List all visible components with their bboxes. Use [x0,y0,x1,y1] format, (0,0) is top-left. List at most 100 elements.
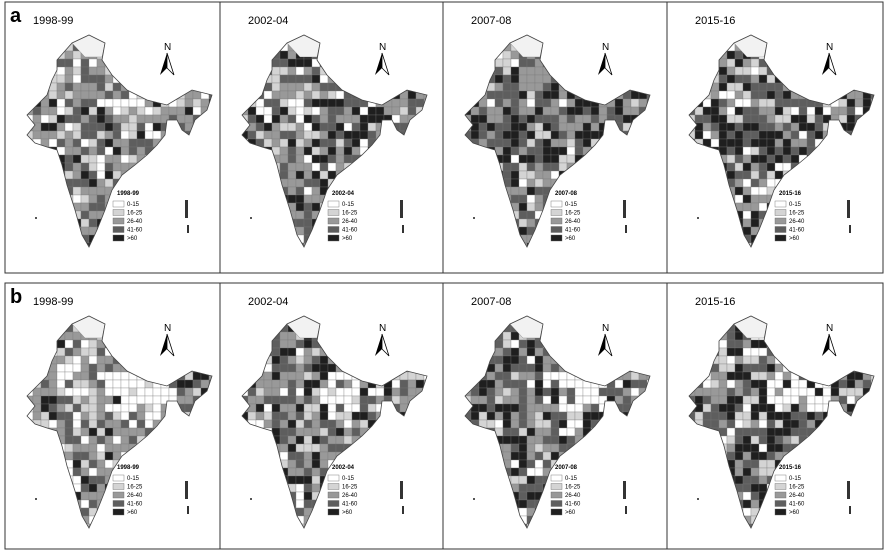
district [408,476,416,484]
district [232,508,240,516]
district [25,316,33,324]
district [871,155,879,163]
district [535,348,543,356]
district [169,436,177,444]
district [471,203,479,211]
district [33,356,41,364]
district [65,524,73,532]
district [416,332,424,340]
district [193,340,201,348]
district [320,131,328,139]
district [25,428,33,436]
district [49,476,57,484]
district [360,235,368,243]
district [727,219,735,227]
district [695,83,703,91]
district [232,436,240,444]
district [384,83,392,91]
district [551,243,559,251]
legend-swatch [328,218,339,224]
district [599,364,607,372]
district [807,51,815,59]
district [129,107,137,115]
district [240,171,248,179]
district [615,243,623,251]
district [256,235,264,243]
district [623,51,631,59]
district [193,139,201,147]
district [623,468,631,476]
district [855,131,863,139]
district [751,75,759,83]
district [687,316,695,324]
district [847,324,855,332]
district [360,187,368,195]
district [65,348,73,356]
district [240,43,248,51]
district [392,388,400,396]
district [248,243,256,251]
district [631,428,639,436]
districts [679,316,879,532]
district [185,67,193,75]
district [137,107,145,115]
district [424,75,432,83]
district [344,516,352,524]
district [384,115,392,123]
district [623,388,631,396]
district [400,516,408,524]
district [376,123,384,131]
district [105,516,113,524]
district [400,436,408,444]
district [81,436,89,444]
district [288,107,296,115]
district [775,131,783,139]
district [185,428,193,436]
district [471,332,479,340]
district [360,91,368,99]
district [495,243,503,251]
district [240,460,248,468]
district [408,131,416,139]
district [503,171,511,179]
district [169,179,177,187]
district [33,340,41,348]
district [559,91,567,99]
district [328,524,336,532]
district [185,444,193,452]
district [503,67,511,75]
district [97,460,105,468]
district [344,179,352,187]
district [711,131,719,139]
district [519,348,527,356]
district [368,59,376,67]
district [799,243,807,251]
district [17,163,25,171]
legend-swatch [113,501,124,507]
district [416,147,424,155]
district [169,203,177,211]
district [400,171,408,179]
district [288,131,296,139]
district [312,139,320,147]
district [559,372,567,380]
district [328,155,336,163]
district [416,492,424,500]
district [336,444,344,452]
district [280,75,288,83]
district [17,243,25,251]
district [193,163,201,171]
district [479,179,487,187]
district [17,380,25,388]
district [105,460,113,468]
district [408,348,416,356]
district [551,51,559,59]
district [288,139,296,147]
district [240,324,248,332]
district [647,235,655,243]
district [240,75,248,83]
district [368,219,376,227]
district [320,155,328,163]
district [57,203,65,211]
district [695,131,703,139]
